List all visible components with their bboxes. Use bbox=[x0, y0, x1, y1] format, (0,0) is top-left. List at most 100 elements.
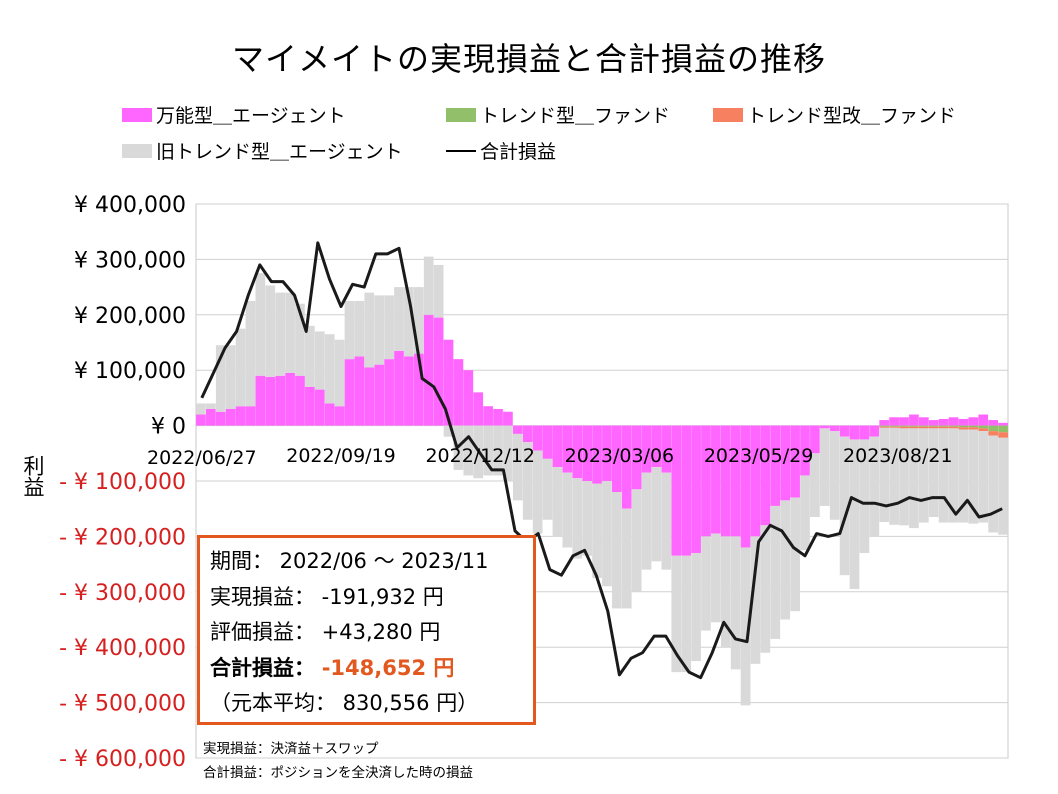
bar-series-1 bbox=[879, 425, 890, 427]
bar-series-0 bbox=[790, 425, 800, 498]
x-tick-label: 2023/03/06 bbox=[565, 445, 675, 467]
bar-series-3 bbox=[810, 453, 820, 518]
bar-series-3 bbox=[314, 331, 325, 390]
principal-text: （元本平均： 830,556 円） bbox=[210, 691, 479, 715]
bar-series-0 bbox=[998, 422, 1008, 426]
legend-swatch bbox=[122, 143, 152, 158]
bar-series-3 bbox=[671, 555, 682, 673]
bar-series-2 bbox=[958, 427, 969, 430]
total-value: -148,652 円 bbox=[321, 655, 455, 680]
bar-series-0 bbox=[631, 425, 642, 490]
x-tick-label: 2023/08/21 bbox=[843, 445, 953, 467]
bar-series-3 bbox=[958, 429, 969, 523]
bar-series-0 bbox=[562, 425, 573, 473]
legend-label: トレンド型＿ファンド bbox=[480, 105, 671, 127]
bar-series-0 bbox=[225, 408, 236, 426]
period-text: 期間： 2022/06 〜 2023/11 bbox=[210, 549, 489, 573]
total-row: 合計損益： -148,652 円 bbox=[210, 651, 533, 687]
bar-series-0 bbox=[324, 403, 335, 426]
bar-series-0 bbox=[839, 425, 850, 437]
bar-series-3 bbox=[829, 431, 840, 520]
bar-series-2 bbox=[918, 426, 929, 429]
bar-series-0 bbox=[988, 420, 998, 426]
bar-series-0 bbox=[968, 417, 979, 426]
bar-series-3 bbox=[215, 345, 226, 412]
bar-series-0 bbox=[958, 418, 969, 426]
bar-series-3 bbox=[483, 425, 493, 476]
bar-series-1 bbox=[938, 425, 949, 427]
legend-item-total: 合計損益 bbox=[446, 137, 556, 164]
legend-item-multi-agent: 万能型＿エージェント bbox=[122, 101, 346, 128]
legend-item-old-trend-agent: 旧トレンド型＿エージェント bbox=[122, 137, 403, 164]
bar-series-3 bbox=[819, 428, 830, 506]
total-line bbox=[200, 241, 1003, 680]
bar-series-3 bbox=[354, 300, 365, 357]
bar-series-0 bbox=[899, 417, 909, 426]
bar-series-3 bbox=[324, 334, 335, 404]
bar-series-3 bbox=[602, 481, 612, 587]
bar-series-3 bbox=[711, 533, 721, 623]
note-total: 合計損益：ポジションを全決済した時の損益 bbox=[203, 765, 473, 781]
bar-series-0 bbox=[918, 417, 929, 426]
bar-series-0 bbox=[285, 372, 295, 426]
bar-series-3 bbox=[295, 303, 305, 376]
bar-series-3 bbox=[592, 483, 602, 578]
x-tick-label: 2023/05/29 bbox=[704, 445, 814, 467]
bar-series-3 bbox=[701, 536, 711, 631]
bar-series-3 bbox=[503, 425, 513, 481]
bar-series-3 bbox=[562, 472, 573, 548]
legend-swatch bbox=[122, 107, 152, 122]
bar-series-3 bbox=[196, 403, 206, 415]
bar-series-2 bbox=[879, 426, 890, 428]
bar-series-0 bbox=[235, 406, 246, 426]
bar-series-3 bbox=[730, 536, 741, 670]
bar-series-3 bbox=[968, 429, 979, 524]
bar-series-0 bbox=[542, 425, 553, 459]
bar-series-3 bbox=[423, 256, 434, 315]
x-tick-label: 2022/12/12 bbox=[425, 445, 535, 467]
bar-series-0 bbox=[265, 376, 276, 426]
bar-series-2 bbox=[978, 428, 989, 432]
legend-item-trend-kai-fund: トレンド型改＿ファンド bbox=[713, 101, 956, 128]
bar-series-0 bbox=[810, 425, 820, 454]
bar-series-0 bbox=[305, 386, 315, 426]
bar-series-0 bbox=[354, 356, 365, 426]
bar-series-0 bbox=[928, 420, 939, 426]
bar-series-3 bbox=[928, 428, 939, 518]
bar-series-0 bbox=[621, 425, 632, 509]
bar-series-3 bbox=[661, 472, 672, 570]
bar-series-0 bbox=[641, 425, 652, 473]
bar-series-3 bbox=[899, 428, 909, 526]
bar-series-3 bbox=[720, 536, 731, 648]
bar-series-3 bbox=[839, 436, 850, 576]
bar-series-0 bbox=[295, 375, 305, 426]
bar-series-3 bbox=[493, 425, 503, 476]
x-tick-label: 2022/09/19 bbox=[286, 445, 396, 467]
bar-series-3 bbox=[572, 478, 583, 559]
bar-series-0 bbox=[552, 425, 563, 468]
bar-series-0 bbox=[473, 392, 484, 426]
bar-series-0 bbox=[829, 425, 840, 432]
bar-series-2 bbox=[928, 426, 939, 429]
bar-series-3 bbox=[384, 295, 394, 360]
legend-swatch bbox=[446, 107, 476, 122]
bar-series-3 bbox=[750, 536, 761, 664]
bar-series-0 bbox=[463, 370, 474, 426]
bar-series-3 bbox=[780, 500, 791, 620]
bar-series-0 bbox=[750, 425, 761, 537]
bar-series-0 bbox=[453, 359, 464, 426]
bar-series-3 bbox=[800, 475, 810, 551]
bar-series-0 bbox=[394, 350, 404, 426]
bar-series-3 bbox=[255, 273, 266, 376]
bar-series-0 bbox=[384, 359, 394, 426]
bar-series-0 bbox=[206, 408, 216, 426]
legend-label: 旧トレンド型＿エージェント bbox=[156, 141, 403, 163]
bar-series-3 bbox=[235, 328, 246, 407]
bar-series-0 bbox=[948, 417, 959, 426]
bar-series-2 bbox=[988, 431, 998, 436]
bar-series-3 bbox=[681, 555, 692, 673]
bar-series-3 bbox=[512, 433, 523, 501]
x-tick-labels: 2022/06/27 2022/09/19 2022/12/12 2023/03/06… bbox=[147, 445, 953, 469]
bar-series-1 bbox=[968, 425, 979, 428]
bar-series-3 bbox=[790, 497, 800, 612]
